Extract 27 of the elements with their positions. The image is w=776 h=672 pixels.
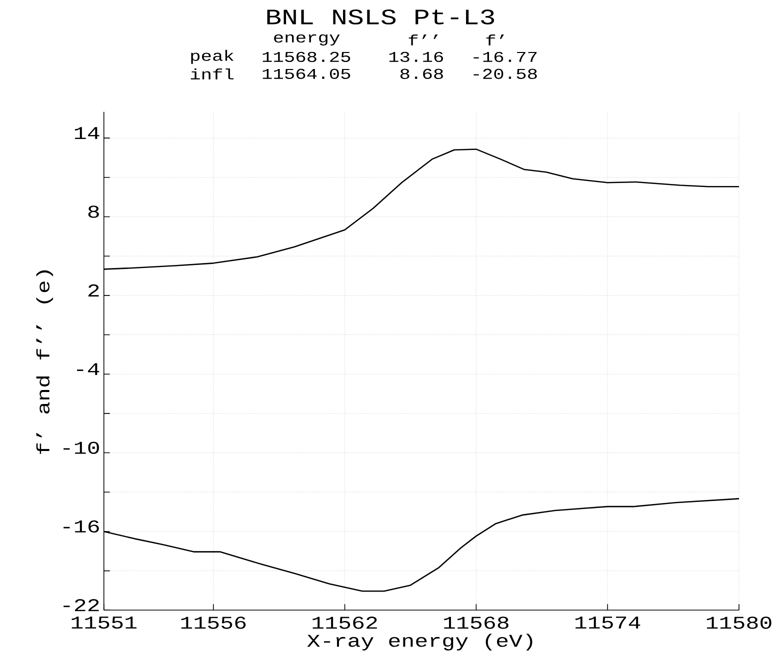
text: -16.77 — [474, 52, 537, 62]
x-tick-label: 11556 — [181, 616, 246, 629]
text: 13.16 — [389, 52, 443, 62]
text: 8.68 — [400, 68, 443, 79]
x-tick-label: 11574 — [575, 616, 640, 629]
y-tick-label: -10 — [64, 442, 99, 454]
text: -20.58 — [474, 68, 537, 79]
y-tick-label: -4 — [77, 363, 100, 376]
x-tick-label: 11551 — [72, 616, 136, 629]
y-tick-label: 8 — [88, 206, 99, 218]
y-axis-title: f’ and f’’ (e) — [36, 270, 54, 454]
chart-title: BNL NSLS Pt-L3 — [267, 9, 494, 24]
text: 11568.25 — [262, 52, 350, 62]
text: f’ — [486, 34, 504, 46]
text: peak — [191, 50, 234, 64]
x-tick-label: 11562 — [312, 616, 377, 629]
y-tick-label: 14 — [75, 127, 100, 139]
x-tick-label: 11580 — [706, 616, 772, 629]
x-tick-label: 11568 — [444, 616, 508, 629]
text: infl — [190, 68, 234, 80]
x-axis-title: X-ray energy (eV) — [307, 634, 532, 650]
text: 11564.05 — [262, 68, 350, 79]
y-tick-label: 2 — [88, 284, 99, 296]
text: f’’ — [408, 34, 438, 46]
y-tick-label: -16 — [64, 520, 99, 533]
text: energy — [274, 34, 340, 46]
y-tick-label: -22 — [64, 599, 99, 612]
